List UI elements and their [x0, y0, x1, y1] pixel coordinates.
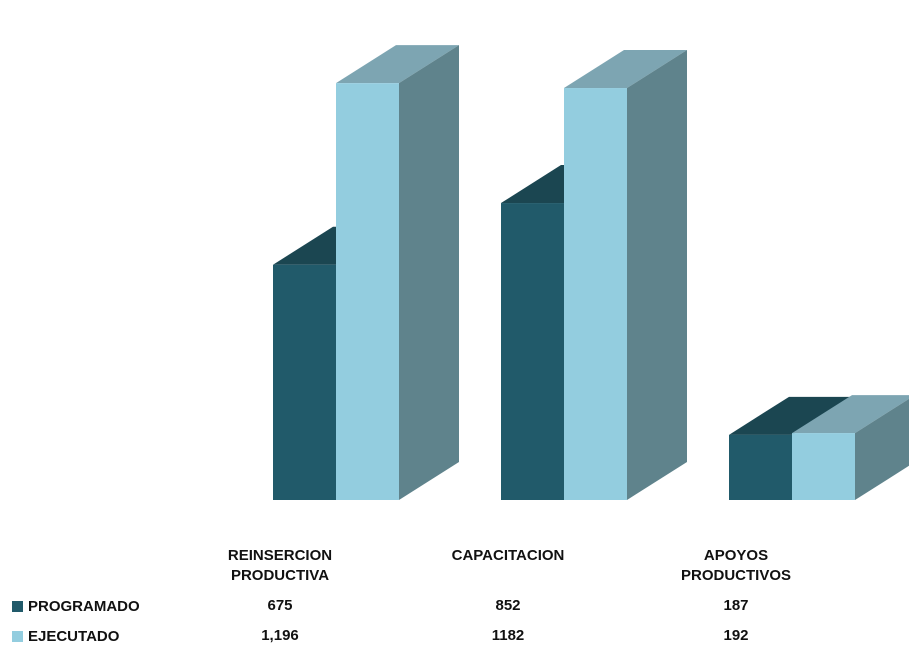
ejecutado-value-capacitacion: 1182 — [491, 627, 525, 644]
ejecutado-legend-swatch — [12, 630, 23, 642]
programado-legend-swatch — [12, 600, 23, 612]
legend-row-programado: PROGRAMADO — [12, 596, 140, 616]
ejecutado-value-apoyos: 192 — [723, 627, 749, 644]
ejecutado-bar-reinsercion — [336, 83, 399, 500]
category-label-apoyos-productivos: APOYOS PRODUCTIVOS — [680, 547, 791, 584]
ejecutado-bar-capacitacion-side — [627, 50, 687, 501]
ejecutado-bar-apoyos-side — [855, 398, 909, 500]
category-label-capacitacion: CAPACITACION — [451, 547, 565, 564]
programado-bar-apoyos — [729, 434, 792, 500]
programado-value-capacitacion: 852 — [495, 597, 521, 614]
ejecutado-bar-capacitacion-top — [564, 50, 687, 89]
programado-bar-capacitacion — [501, 203, 564, 500]
programado-bar-apoyos-top — [729, 396, 852, 435]
ejecutado-bar-apoyos — [792, 433, 855, 500]
programado-value-apoyos: 187 — [723, 597, 749, 614]
legend-row-ejecutado: EJECUTADO — [12, 626, 119, 646]
programado-value-reinsercion: 675 — [267, 597, 293, 614]
category-label-reinsercion-productiva: REINSERCION PRODUCTIVA — [227, 547, 333, 584]
ejecutado-legend-label: EJECUTADO — [28, 627, 120, 645]
ejecutado-bar-apoyos-top — [792, 395, 909, 434]
programado-legend-label: PROGRAMADO — [28, 597, 140, 615]
ejecutado-value-reinsercion: 1,196 — [261, 627, 299, 644]
ejecutado-bar-capacitacion — [564, 88, 627, 501]
programado-bar-reinsercion — [273, 264, 336, 500]
ejecutado-bar-reinsercion-side — [399, 45, 459, 500]
ejecutado-bar-reinsercion-top — [336, 45, 459, 84]
